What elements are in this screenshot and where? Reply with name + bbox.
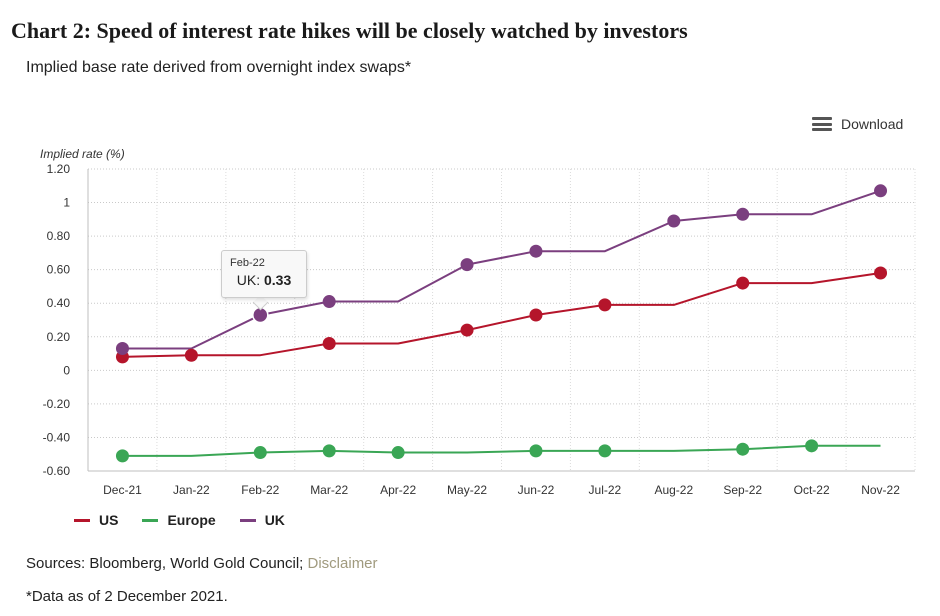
- disclaimer-link[interactable]: Disclaimer: [307, 555, 378, 572]
- x-tick-label: May-22: [447, 483, 487, 497]
- sources-prefix: Sources: Bloomberg, World Gold Council;: [26, 555, 308, 572]
- download-label: Download: [841, 116, 904, 132]
- y-tick-label: -0.20: [43, 397, 71, 411]
- y-tick-label: 0.20: [47, 330, 71, 344]
- legend-label-uk: UK: [264, 512, 285, 528]
- data-point-uk: [322, 295, 336, 309]
- data-point-us: [460, 323, 474, 337]
- legend-swatch-uk: [239, 518, 256, 522]
- data-point-uk: [529, 244, 543, 258]
- x-tick-label: Mar-22: [310, 483, 348, 497]
- y-tick-label: 0.60: [47, 263, 71, 277]
- data-point-uk: [874, 184, 888, 198]
- data-point-europe: [115, 449, 129, 463]
- series-line-us: [122, 272, 881, 358]
- data-point-us: [184, 348, 198, 362]
- tooltip: Feb-22 UK: 0.33: [221, 250, 307, 298]
- download-button[interactable]: Download: [812, 116, 903, 132]
- x-tick-label: Jan-22: [173, 483, 210, 497]
- y-tick-label: 0.80: [47, 229, 71, 243]
- x-tick-label: Jun-22: [518, 483, 555, 497]
- data-point-europe: [391, 446, 405, 460]
- tooltip-value: UK: 0.33: [230, 272, 298, 288]
- data-point-us: [598, 298, 612, 312]
- x-tick-label: Jul-22: [589, 483, 622, 497]
- x-tick-label: Dec-21: [103, 483, 142, 497]
- legend-swatch-us: [74, 518, 90, 522]
- menu-icon: [812, 117, 832, 131]
- y-tick-label: -0.60: [43, 464, 71, 478]
- y-tick-label: 0: [63, 363, 70, 377]
- legend-item-europe[interactable]: Europe: [142, 512, 216, 528]
- sources-text: Sources: Bloomberg, World Gold Council; …: [26, 555, 378, 572]
- y-tick-label: 1.20: [47, 162, 71, 176]
- x-tick-label: Oct-22: [794, 483, 830, 497]
- legend-label-europe: Europe: [167, 512, 216, 528]
- data-point-europe: [322, 444, 336, 458]
- data-point-europe: [253, 446, 267, 460]
- x-tick-label: Apr-22: [380, 483, 416, 497]
- legend-item-us[interactable]: US: [74, 512, 118, 528]
- y-tick-label: 1: [63, 196, 70, 210]
- data-point-uk: [667, 214, 681, 228]
- y-tick-label: -0.40: [43, 430, 71, 444]
- grid-lines: [87, 168, 916, 472]
- x-tick-label: Nov-22: [861, 483, 900, 497]
- data-point-uk: [736, 207, 750, 221]
- tooltip-series-label: UK:: [236, 272, 264, 288]
- data-point-us: [736, 276, 750, 290]
- legend-item-uk[interactable]: UK: [239, 512, 285, 528]
- chart-title: Chart 2: Speed of interest rate hikes wi…: [11, 18, 688, 43]
- footnote: *Data as of 2 December 2021.: [26, 588, 228, 605]
- data-point-us: [322, 336, 336, 350]
- x-tick-label: Sep-22: [723, 483, 762, 497]
- data-point-uk: [460, 258, 474, 272]
- y-tick-label: 0.40: [47, 296, 71, 310]
- series-markers: [115, 184, 888, 463]
- y-axis-tick-labels: 1.20 1 0.80 0.60 0.40 0.20 0 -0.20 -0.40 -0.60: [43, 162, 71, 478]
- data-point-europe: [736, 442, 750, 456]
- data-point-uk: [115, 342, 129, 356]
- series-line-uk: [122, 189, 881, 350]
- data-point-us: [529, 308, 543, 322]
- legend-swatch-europe: [142, 518, 159, 522]
- x-tick-label: Feb-22: [241, 483, 279, 497]
- data-point-us: [874, 266, 888, 280]
- legend-label-us: US: [99, 512, 119, 528]
- data-point-europe: [529, 444, 543, 458]
- tooltip-number: 0.33: [263, 272, 292, 288]
- x-axis-tick-labels: Dec-21 Jan-22 Feb-22 Mar-22 Apr-22 May-22 Jun-…: [103, 483, 900, 497]
- legend: US Europe UK: [74, 512, 285, 528]
- series-line-europe: [122, 444, 881, 457]
- series-lines: [122, 189, 881, 457]
- y-axis-title: Implied rate (%): [40, 147, 125, 161]
- x-tick-label: Aug-22: [654, 483, 693, 497]
- data-point-europe: [598, 444, 612, 458]
- tooltip-category: Feb-22: [230, 257, 265, 269]
- chart-subtitle: Implied base rate derived from overnight…: [26, 59, 412, 76]
- data-point-europe: [805, 439, 819, 453]
- axes: [87, 169, 915, 472]
